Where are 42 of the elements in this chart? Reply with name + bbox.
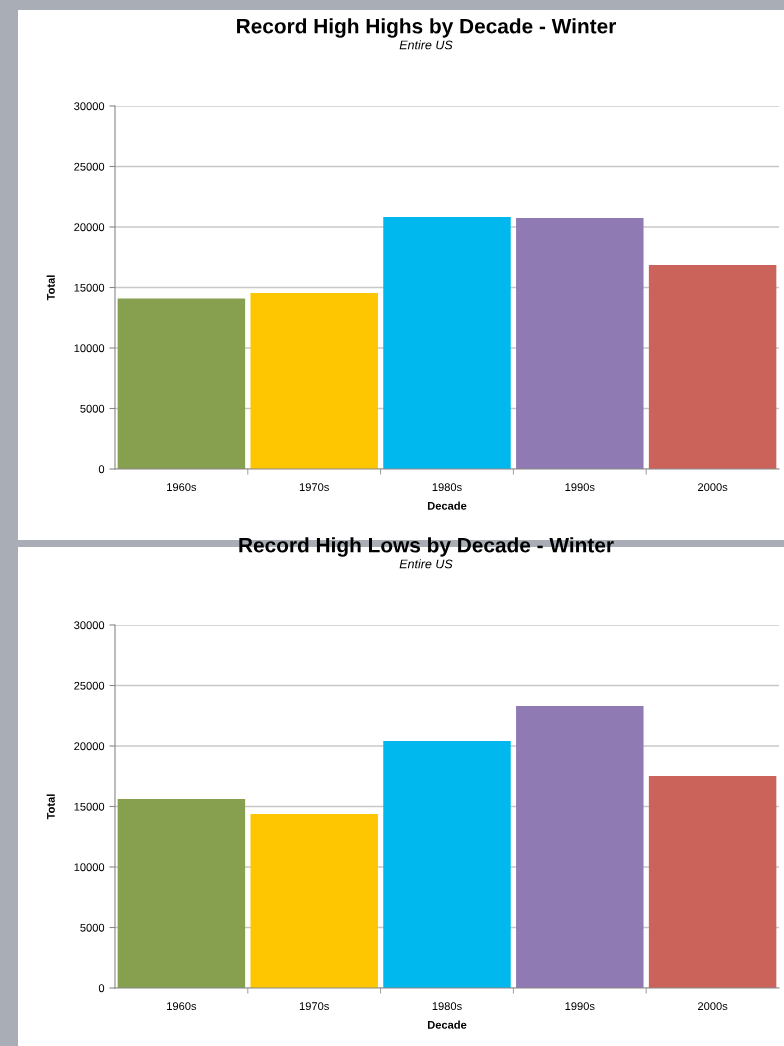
bar	[648, 264, 777, 469]
y-tick-label: 5000	[80, 923, 105, 932]
y-axis-title: Total	[46, 275, 55, 301]
chart-subtitle: Entire US	[399, 559, 453, 569]
x-tick-label: 2000s	[698, 483, 728, 492]
x-tick-label: 1970s	[299, 1002, 329, 1011]
y-tick-label: 0	[98, 465, 105, 474]
x-tick-label: 1960s	[167, 483, 197, 492]
y-tick-label: 25000	[74, 681, 105, 690]
chart-title: Record High Lows by Decade - Winter	[239, 537, 614, 557]
y-tick-label: 10000	[74, 863, 105, 872]
y-tick-label: 25000	[74, 162, 105, 171]
x-tick-label: 1960s	[167, 1002, 197, 1011]
bar	[516, 706, 644, 988]
x-axis-title: Decade	[427, 1020, 467, 1029]
chart-subtitle: Entire US	[399, 40, 453, 50]
y-tick-label: 20000	[74, 742, 105, 751]
x-tick-label: 1990s	[565, 1002, 595, 1011]
bar	[383, 741, 511, 988]
x-tick-label: 2000s	[698, 1002, 728, 1011]
y-tick-label: 30000	[74, 621, 105, 630]
y-tick-label: 30000	[74, 102, 105, 111]
x-tick-label: 1990s	[565, 483, 595, 492]
bar	[250, 292, 378, 469]
bar	[648, 776, 777, 988]
x-tick-label: 1980s	[432, 483, 462, 492]
y-tick-label: 5000	[80, 404, 105, 413]
bar	[250, 814, 378, 988]
bar	[117, 298, 246, 469]
x-tick-label: 1980s	[432, 1002, 462, 1011]
y-tick-label: 15000	[74, 802, 105, 811]
y-tick-label: 0	[98, 984, 105, 993]
y-tick-label: 20000	[74, 223, 105, 232]
y-axis-title: Total	[46, 794, 55, 820]
bar	[383, 216, 511, 469]
y-tick-label: 15000	[74, 283, 105, 292]
x-tick-label: 1970s	[299, 483, 329, 492]
x-axis-title: Decade	[427, 501, 467, 510]
y-tick-label: 10000	[74, 344, 105, 353]
bar	[117, 799, 246, 988]
chart-title: Record High Highs by Decade - Winter	[237, 18, 616, 38]
bar	[516, 218, 644, 469]
